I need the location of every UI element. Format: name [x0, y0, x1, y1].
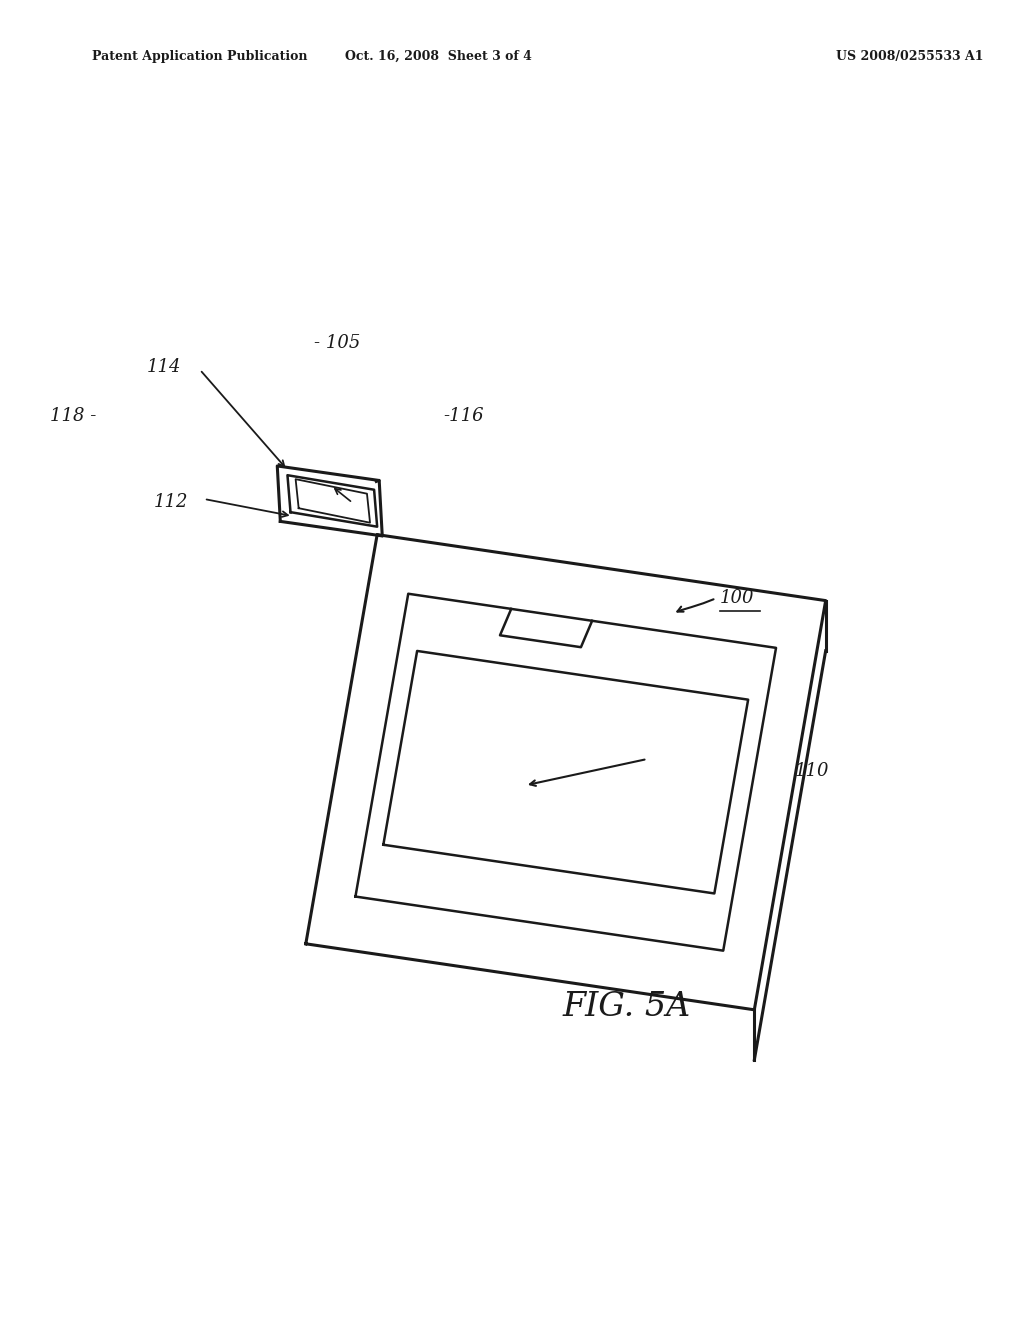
Text: Oct. 16, 2008  Sheet 3 of 4: Oct. 16, 2008 Sheet 3 of 4: [345, 50, 531, 63]
Text: US 2008/0255533 A1: US 2008/0255533 A1: [836, 50, 983, 63]
Text: - 105: - 105: [314, 334, 360, 352]
Text: FIG. 5A: FIG. 5A: [563, 991, 691, 1023]
Text: 114: 114: [146, 358, 181, 376]
Text: 100: 100: [720, 589, 754, 607]
Text: -116: -116: [443, 407, 484, 425]
Text: 112: 112: [154, 492, 188, 511]
Text: Patent Application Publication: Patent Application Publication: [92, 50, 307, 63]
Text: 118 -: 118 -: [50, 407, 97, 425]
Text: 110: 110: [795, 762, 829, 780]
